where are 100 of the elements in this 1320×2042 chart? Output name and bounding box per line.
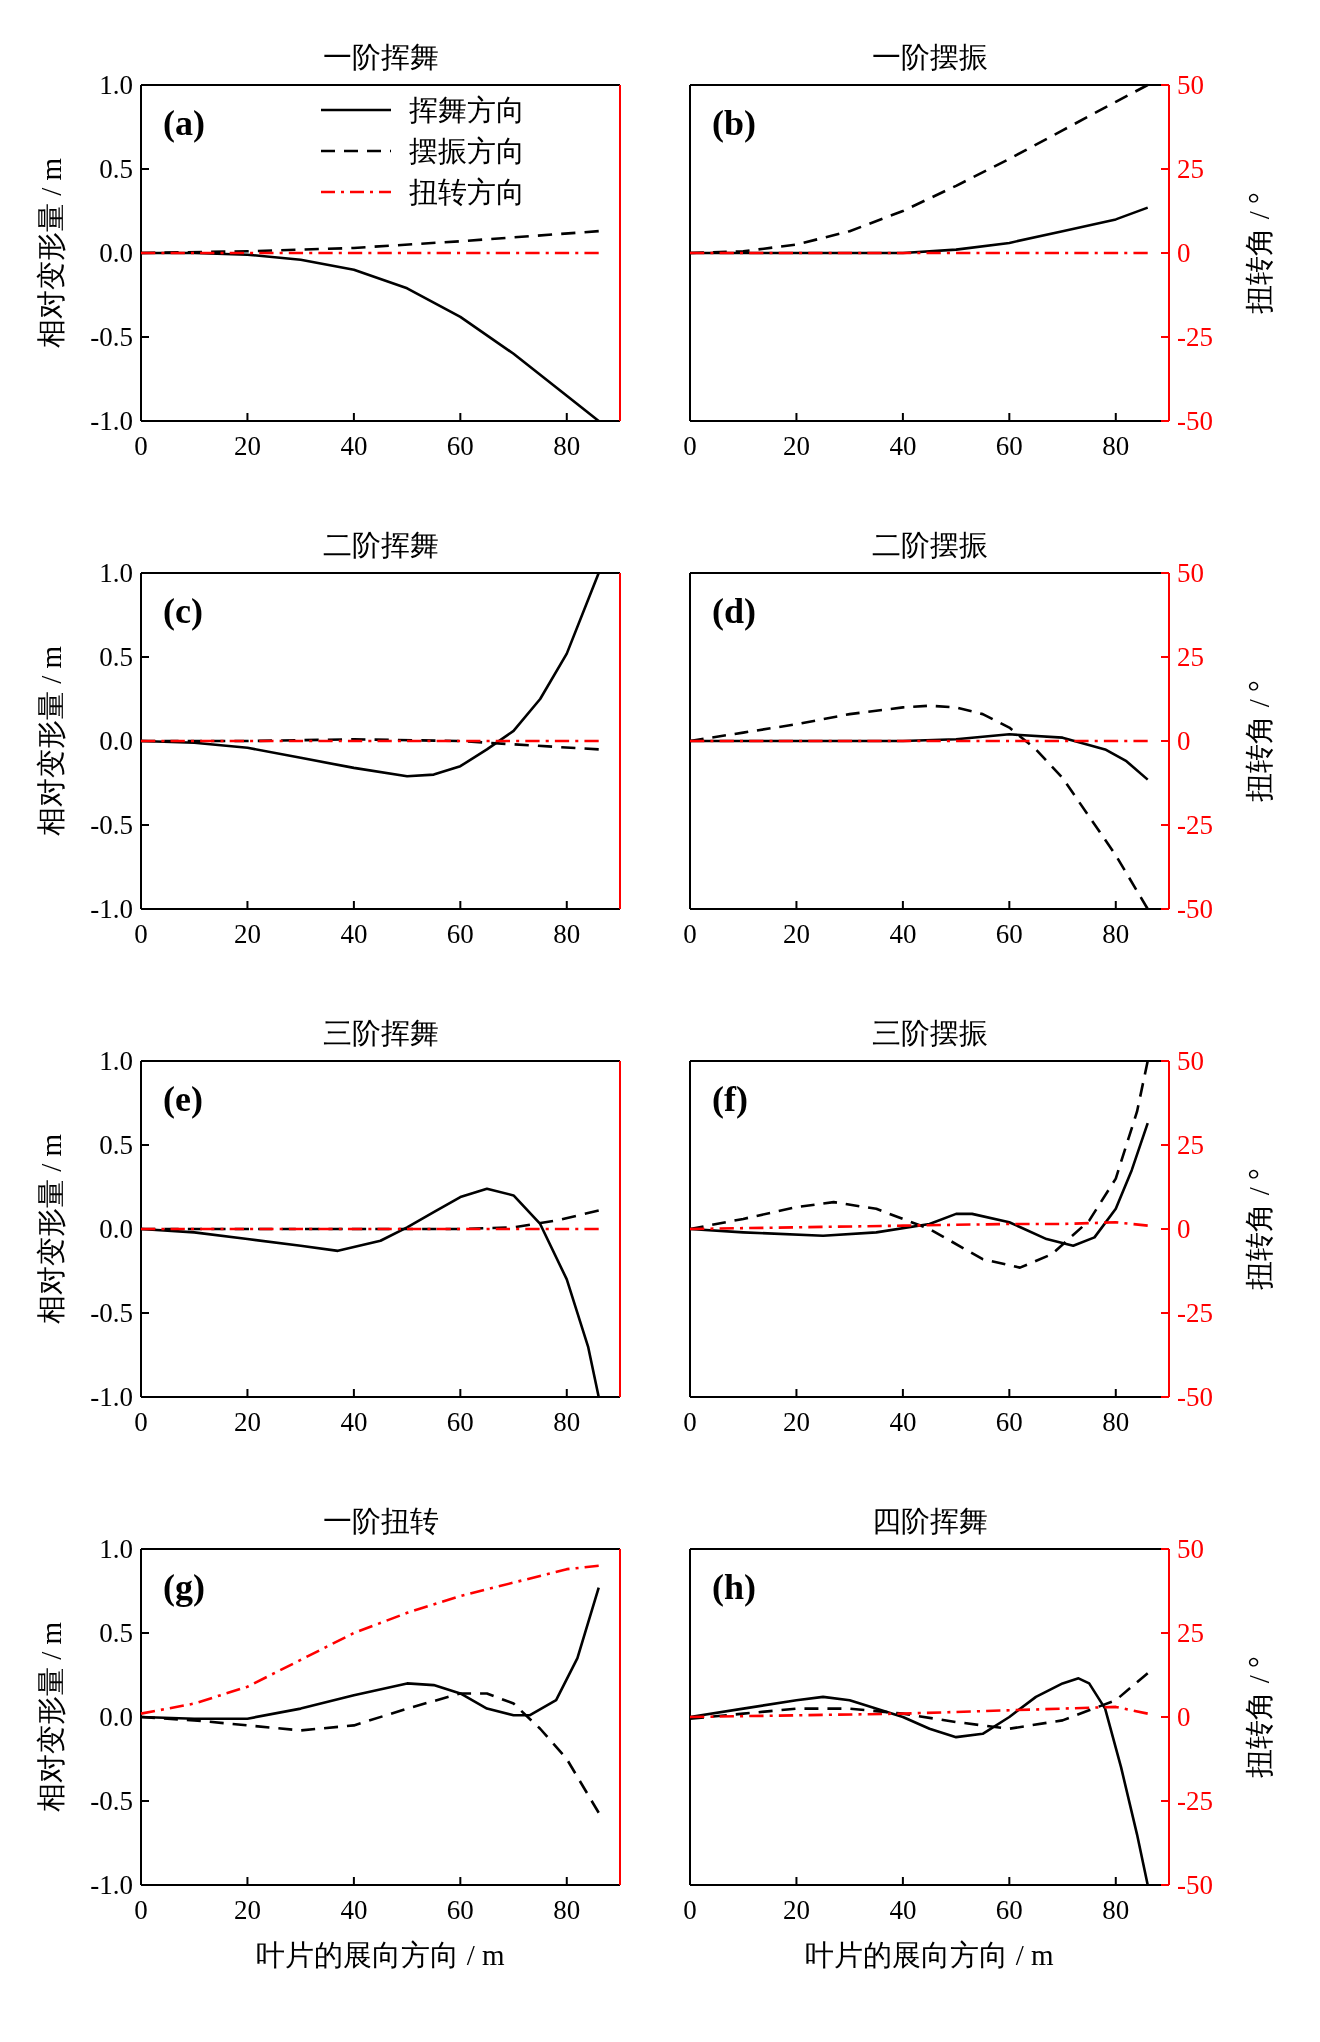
- x-tick-label: 0: [134, 431, 148, 461]
- y2-tick-label: 0: [1177, 238, 1191, 268]
- y-tick-label: 0.5: [99, 1618, 133, 1648]
- y-tick-label: 0.5: [99, 1130, 133, 1160]
- x-tick-label: 60: [446, 1407, 474, 1437]
- x-tick-label: 60: [995, 1407, 1023, 1437]
- line-series: [688, 1705, 1150, 1719]
- y2-axis-title: 扭转角 / °: [1243, 680, 1275, 802]
- y-tick-label: 1.0: [99, 558, 133, 588]
- y2-tick-label: -25: [1177, 1786, 1213, 1816]
- y2-tick-label: 25: [1177, 1130, 1204, 1160]
- y-tick-label: 1.0: [99, 70, 133, 100]
- annotation: (d): [712, 591, 756, 631]
- y-tick-label: 0.5: [99, 642, 133, 672]
- y2-tick-label: -25: [1177, 810, 1213, 840]
- x-tick-label: 0: [134, 919, 148, 949]
- x-tick-label: 40: [340, 1895, 368, 1925]
- x-tick-label: 20: [233, 1407, 261, 1437]
- chart-title: 三阶摆振: [871, 1017, 988, 1049]
- x-tick-label: 20: [782, 919, 810, 949]
- y2-tick-label: 0: [1177, 1702, 1191, 1732]
- y-tick-label: -1.0: [90, 1870, 133, 1900]
- y2-tick-label: -25: [1177, 322, 1213, 352]
- y-tick-label: 1.0: [99, 1046, 133, 1076]
- legend-label: 挥舞方向: [409, 94, 525, 126]
- annotation: (f): [712, 1079, 748, 1119]
- x-tick-label: 0: [683, 431, 697, 461]
- line-series: [688, 1220, 1150, 1231]
- y-tick-label: -1.0: [90, 406, 133, 436]
- x-tick-label: 40: [889, 919, 917, 949]
- legend-label: 摆振方向: [409, 135, 525, 167]
- y-tick-label: -1.0: [90, 1382, 133, 1412]
- x-tick-label: 0: [683, 1895, 697, 1925]
- y2-tick-label: -25: [1177, 1298, 1213, 1328]
- chart-title: 一阶摆振: [871, 41, 988, 73]
- y-tick-label: 0.0: [99, 726, 133, 756]
- y2-axis-title: 扭转角 / °: [1243, 1168, 1275, 1290]
- x-tick-label: 60: [995, 431, 1023, 461]
- annotation: (c): [163, 591, 203, 631]
- annotation: (h): [712, 1567, 756, 1607]
- x-tick-label: 60: [995, 919, 1023, 949]
- x-tick-label: 20: [782, 431, 810, 461]
- y2-axis-title: 扭转角 / °: [1243, 192, 1275, 314]
- y2-tick-label: 50: [1177, 70, 1204, 100]
- x-tick-label: 80: [553, 1407, 581, 1437]
- annotation: (g): [163, 1567, 205, 1607]
- y-tick-label: 0.0: [99, 1702, 133, 1732]
- x-tick-label: 0: [134, 1407, 148, 1437]
- x-tick-label: 40: [889, 1407, 917, 1437]
- annotation: (a): [163, 103, 205, 143]
- x-tick-label: 80: [1102, 1407, 1130, 1437]
- y2-tick-label: -50: [1177, 406, 1213, 436]
- chart-title: 二阶挥舞: [322, 529, 439, 561]
- y2-tick-label: -50: [1177, 1382, 1213, 1412]
- y-tick-label: -0.5: [90, 1298, 133, 1328]
- x-tick-label: 40: [889, 1895, 917, 1925]
- y-tick-label: -0.5: [90, 810, 133, 840]
- y-axis-title: 相对变形量 / m: [35, 645, 67, 837]
- y2-tick-label: 50: [1177, 558, 1204, 588]
- y2-tick-label: 50: [1177, 1046, 1204, 1076]
- legend-label: 扭转方向: [409, 176, 525, 208]
- x-tick-label: 60: [995, 1895, 1023, 1925]
- x-tick-label: 0: [683, 1407, 697, 1437]
- x-tick-label: 80: [1102, 431, 1130, 461]
- y2-tick-label: -50: [1177, 894, 1213, 924]
- y-tick-label: 0.0: [99, 1214, 133, 1244]
- annotation: (e): [163, 1079, 203, 1119]
- y-tick-label: 1.0: [99, 1534, 133, 1564]
- y2-tick-label: 0: [1177, 1214, 1191, 1244]
- x-tick-label: 20: [233, 1895, 261, 1925]
- chart-title: 四阶挥舞: [871, 1505, 988, 1537]
- chart-title: 二阶摆振: [871, 529, 988, 561]
- y-tick-label: -0.5: [90, 1786, 133, 1816]
- x-tick-label: 60: [446, 919, 474, 949]
- chart-title: 一阶挥舞: [322, 41, 439, 73]
- y2-axis-title: 扭转角 / °: [1243, 1656, 1275, 1778]
- y2-tick-label: 25: [1177, 1618, 1204, 1648]
- y-tick-label: -1.0: [90, 894, 133, 924]
- x-tick-label: 80: [553, 431, 581, 461]
- x-tick-label: 80: [553, 1895, 581, 1925]
- y2-tick-label: -50: [1177, 1870, 1213, 1900]
- y-tick-label: 0.0: [99, 238, 133, 268]
- y-axis-title: 相对变形量 / m: [35, 1621, 67, 1813]
- x-axis-title: 叶片的展向方向 / m: [256, 1939, 505, 1971]
- x-tick-label: 40: [340, 431, 368, 461]
- x-tick-label: 20: [782, 1407, 810, 1437]
- x-tick-label: 60: [446, 431, 474, 461]
- y2-tick-label: 25: [1177, 154, 1204, 184]
- x-tick-label: 40: [340, 1407, 368, 1437]
- y2-tick-label: 0: [1177, 726, 1191, 756]
- x-tick-label: 20: [782, 1895, 810, 1925]
- y-tick-label: 0.5: [99, 154, 133, 184]
- x-tick-label: 20: [233, 919, 261, 949]
- y2-tick-label: 50: [1177, 1534, 1204, 1564]
- y-axis-title: 相对变形量 / m: [35, 1133, 67, 1325]
- annotation: (b): [712, 103, 756, 143]
- chart-title: 三阶挥舞: [322, 1017, 439, 1049]
- x-tick-label: 80: [1102, 919, 1130, 949]
- y-tick-label: -0.5: [90, 322, 133, 352]
- y-axis-title: 相对变形量 / m: [35, 157, 67, 349]
